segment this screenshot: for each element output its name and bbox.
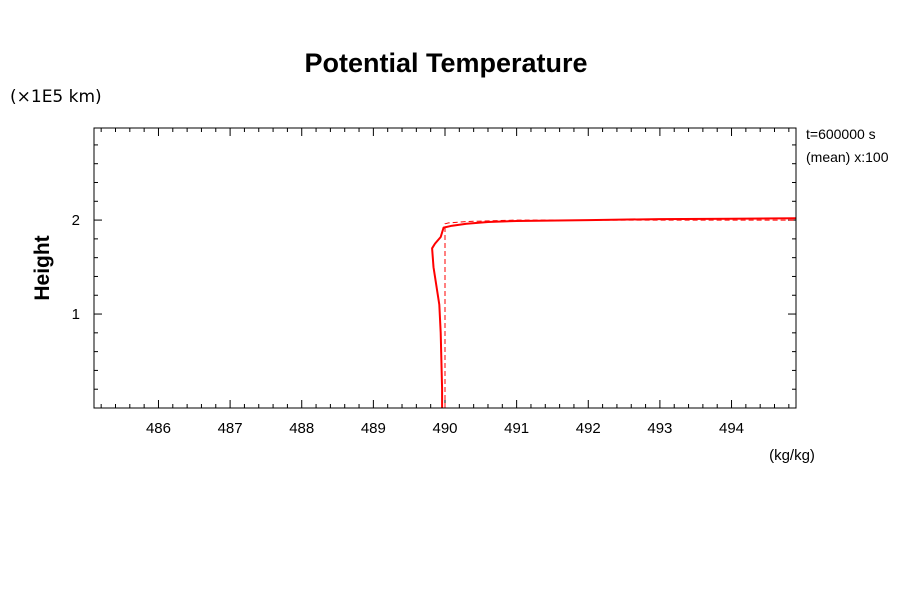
plot-frame [93,127,797,409]
x-units-label: (kg/kg) [769,447,815,464]
time-annotation: t=600000 s [806,126,876,142]
x-tick-label: 494 [719,420,744,437]
chart-title: Potential Temperature [304,48,587,78]
y-tick-labels: 12 [72,212,80,323]
x-tick-label: 490 [432,420,457,437]
x-tick-label: 493 [647,420,672,437]
dashed-series-line [444,219,796,408]
y-axis-label: Height [31,235,54,300]
x-tick-label: 486 [146,420,171,437]
x-tick-labels: 486 487 488 489 490 491 492 493 494 [146,420,744,437]
mean-annotation: (mean) x:100 [806,149,889,165]
x-tick-label: 487 [218,420,243,437]
x-tick-label: 488 [289,420,314,437]
x-tick-label: 489 [361,420,386,437]
y-units-label: (×1E5 km) [10,87,102,107]
x-tick-label: 492 [576,420,601,437]
plot-series [431,217,797,408]
y-tick-label: 1 [72,306,80,323]
y-tick-label: 2 [72,212,80,229]
solid-series-line [431,217,797,408]
x-tick-label: 491 [504,420,529,437]
tick-marks [94,128,796,408]
